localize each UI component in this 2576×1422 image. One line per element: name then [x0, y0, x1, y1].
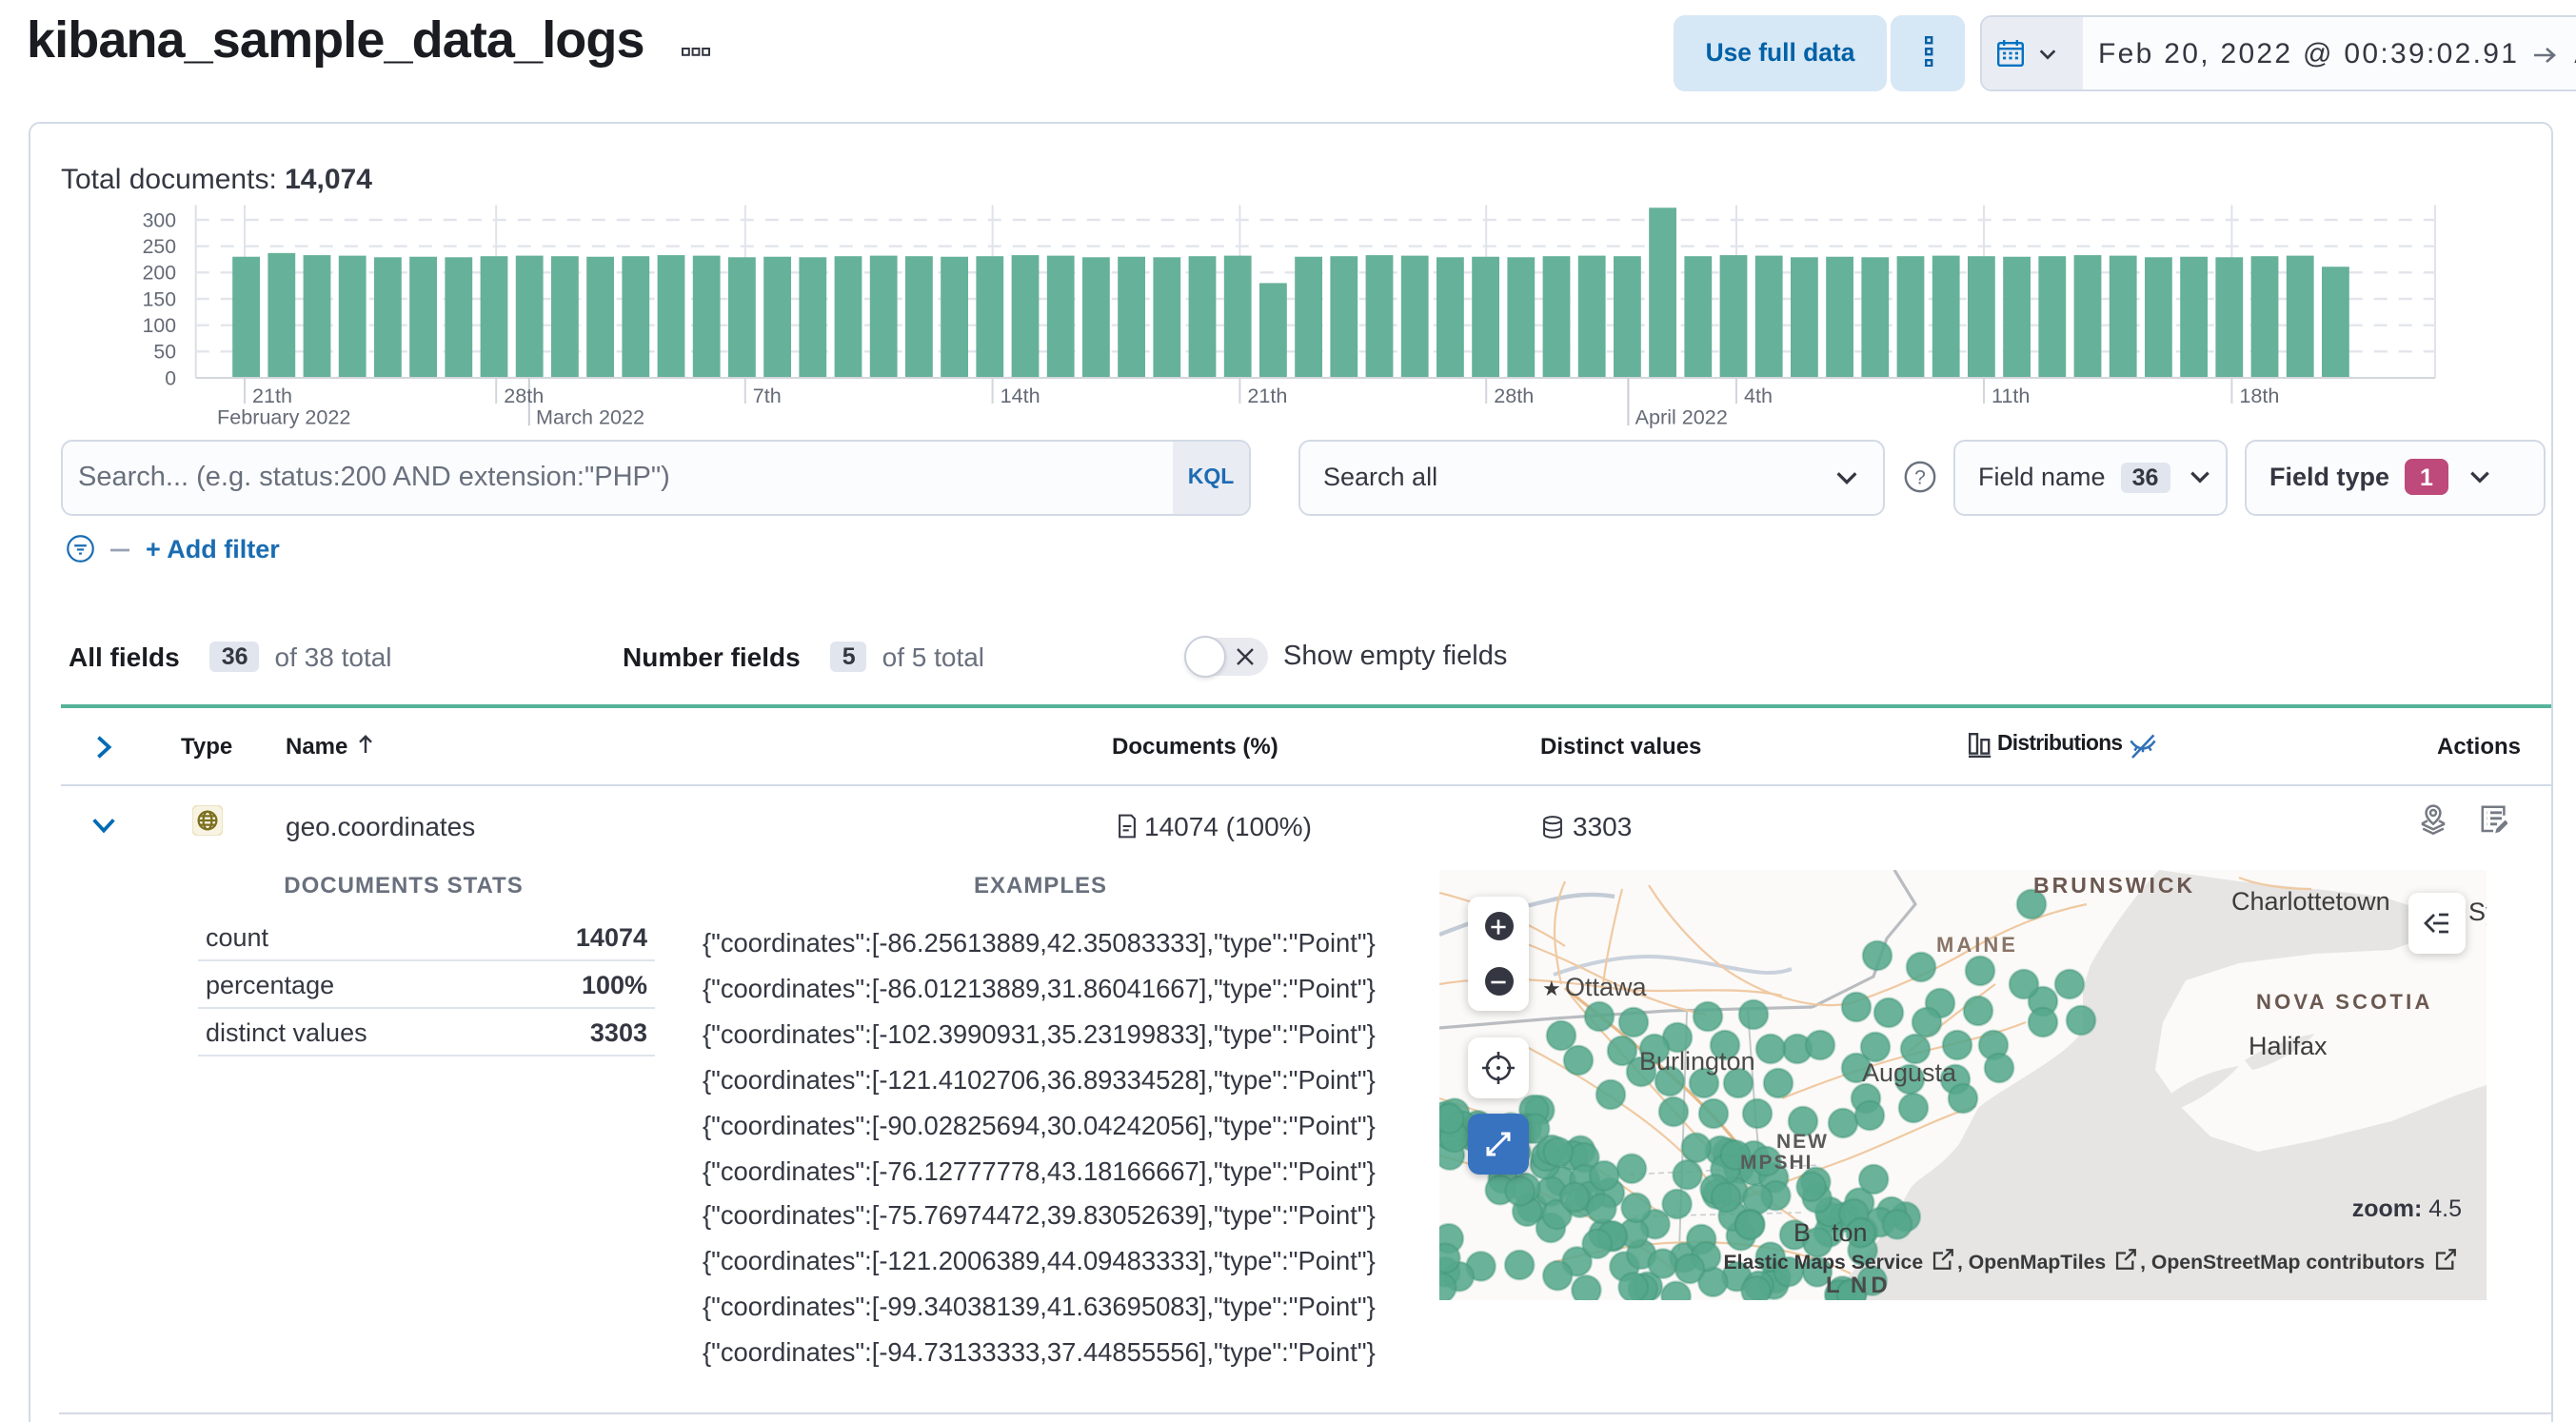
svg-text:50: 50: [153, 342, 176, 364]
svg-text:Augusta: Augusta: [1862, 1058, 1957, 1087]
svg-text:NOVA SCOTIA: NOVA SCOTIA: [2256, 990, 2433, 1014]
svg-text:21th: 21th: [252, 384, 292, 407]
svg-text:100: 100: [143, 315, 176, 337]
svg-text:April 2022: April 2022: [1635, 405, 1728, 428]
svg-text:Sy: Sy: [2468, 898, 2487, 926]
svg-text:4th: 4th: [1744, 384, 1773, 407]
svg-text:0: 0: [165, 367, 176, 389]
svg-text:14th: 14th: [1001, 384, 1040, 407]
svg-text:?: ?: [1914, 466, 1926, 488]
svg-text:L: L: [1826, 1273, 1844, 1298]
svg-text:18th: 18th: [2239, 384, 2279, 407]
svg-text:300: 300: [143, 209, 176, 231]
svg-text:200: 200: [143, 263, 176, 285]
svg-text:February 2022: February 2022: [217, 405, 350, 428]
svg-text:MPSHI: MPSHI: [1740, 1152, 1813, 1174]
svg-text:21th: 21th: [1247, 384, 1287, 407]
svg-text:March 2022: March 2022: [536, 405, 644, 428]
svg-text:NEW: NEW: [1776, 1131, 1829, 1153]
svg-text:B: B: [1793, 1218, 1811, 1247]
svg-text:250: 250: [143, 236, 176, 258]
svg-text:BRUNSWICK: BRUNSWICK: [2033, 873, 2195, 898]
svg-text:Burlington: Burlington: [1639, 1047, 1755, 1076]
svg-text:28th: 28th: [1494, 384, 1534, 407]
svg-text:Halifax: Halifax: [2249, 1032, 2328, 1060]
svg-text:28th: 28th: [504, 384, 544, 407]
svg-text:★: ★: [1542, 977, 1561, 1000]
svg-text:150: 150: [143, 288, 176, 310]
svg-text:zoom: 4.5: zoom: 4.5: [2352, 1195, 2462, 1222]
svg-text:MAINE: MAINE: [1936, 933, 2018, 957]
svg-text:11th: 11th: [1991, 384, 2030, 407]
svg-text:ND: ND: [1851, 1273, 1892, 1298]
svg-text:Ottawa: Ottawa: [1565, 973, 1648, 1001]
svg-text:Charlottetown: Charlottetown: [2231, 887, 2390, 916]
svg-text:ton: ton: [1832, 1218, 1868, 1247]
svg-text:7th: 7th: [753, 384, 782, 407]
